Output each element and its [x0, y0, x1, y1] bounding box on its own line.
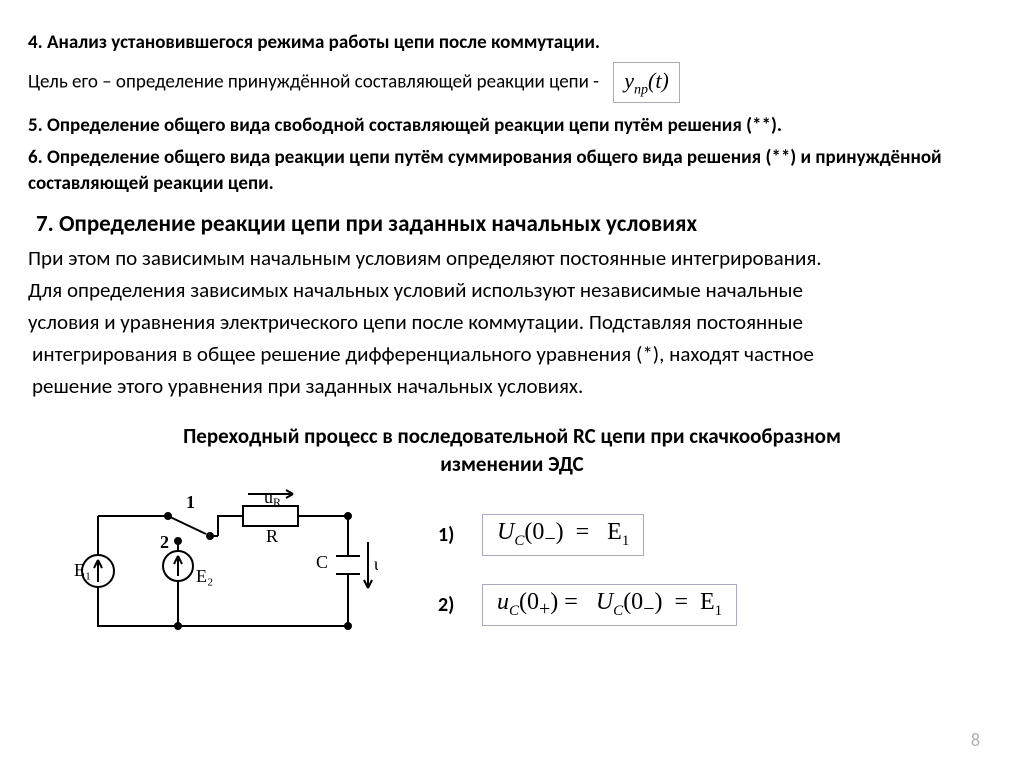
ckt-label-e1: E₁	[74, 560, 91, 580]
eq2-num: 2)	[438, 593, 482, 617]
sec7-p2: Для определения зависимых начальных усло…	[28, 276, 996, 306]
ckt-label-s2: 2	[160, 532, 169, 552]
sec4-formula: yпр(t)	[613, 62, 680, 104]
sec7-p3: условия и уравнения электрического цепи …	[28, 308, 996, 338]
eq1-math: UC(0−) = E1	[482, 514, 644, 556]
sec5-heading: 5. Определение общего вида свободной сос…	[28, 113, 996, 139]
ckt-label-e2: E₂	[196, 566, 213, 586]
sec4-goal: Цель его – определение принуждённой сост…	[28, 62, 996, 104]
equations-block: 1) UC(0−) = E1 2) uС(0+) = UC(0−) = E1	[408, 486, 996, 654]
eq1-num: 1)	[438, 523, 482, 547]
rc-subtitle: Переходный процесс в последовательной RC…	[28, 423, 996, 478]
ckt-label-s1: 1	[186, 492, 195, 512]
eq2-math: uС(0+) = UC(0−) = E1	[482, 584, 737, 626]
rc-subtitle-l1: Переходный процесс в последовательной RC…	[183, 423, 841, 449]
rc-subtitle-l2: изменении ЭДС	[440, 451, 583, 477]
sec4-goal-text: Цель его – определение принуждённой сост…	[28, 70, 599, 93]
page-number: 8	[971, 729, 980, 751]
ckt-label-c: C	[316, 552, 328, 572]
ckt-label-ur: uR	[264, 487, 281, 509]
sec7-p1: При этом по зависимым начальным условиям…	[28, 244, 996, 274]
sec6-heading: 6. Определение общего вида реакции цепи …	[28, 145, 996, 196]
ckt-label-r: R	[266, 526, 278, 546]
sec7-p4: интегрирования в общее решение дифференц…	[32, 340, 996, 370]
sec7-heading: 7. Определение реакции цепи при заданных…	[36, 210, 996, 238]
sec4-heading: 4. Анализ установившегося режима работы …	[28, 30, 996, 56]
circuit-diagram: E₁ E₂ R C uR uC 1 2	[28, 486, 408, 661]
sec7-p5: решение этого уравнения при заданных нач…	[32, 372, 996, 402]
ckt-label-uc: uC	[374, 554, 378, 580]
